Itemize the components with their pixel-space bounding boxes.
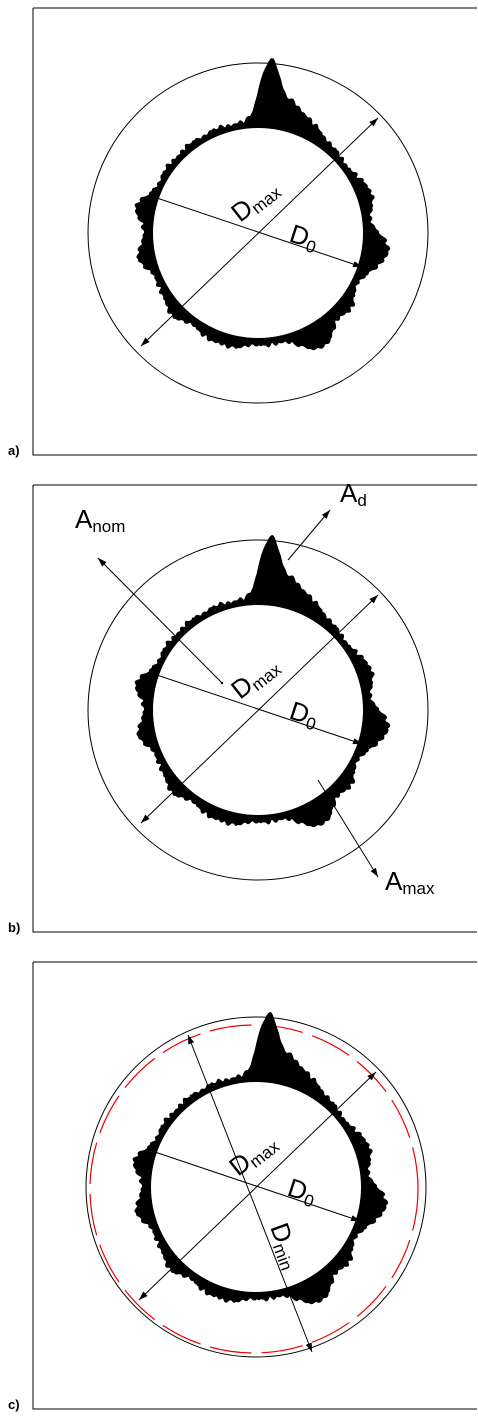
- dashed-circle: [89, 1024, 419, 1354]
- annotation-sub: max: [402, 879, 435, 898]
- leader-arrow: [317, 779, 379, 878]
- annotation: D0: [286, 218, 323, 257]
- panel-frame: [32, 961, 477, 1410]
- annotation: Ad: [340, 478, 367, 510]
- annotation: Amax: [385, 866, 435, 898]
- annotation-sub: d: [357, 491, 366, 510]
- annotation: Anom: [75, 504, 125, 536]
- panel-label: a): [8, 443, 20, 458]
- panel-label: b): [8, 920, 20, 935]
- outer-circle: [87, 62, 429, 404]
- dimension-arrow: [140, 117, 379, 347]
- dimension-arrow: [140, 594, 379, 824]
- dimension-arrow: [187, 1034, 313, 1353]
- annotation-main: A: [75, 504, 93, 534]
- panel-label: c): [8, 1397, 20, 1412]
- panel-frame: [32, 484, 477, 933]
- annotation-sub: nom: [92, 517, 125, 536]
- leader-arrow: [97, 557, 223, 684]
- panel-frame: [32, 7, 477, 456]
- annotation-main: A: [340, 478, 358, 508]
- outer-circle: [87, 539, 429, 881]
- outer-circle: [85, 1016, 427, 1358]
- annotation-main: A: [385, 866, 403, 896]
- leader-arrow: [287, 509, 331, 561]
